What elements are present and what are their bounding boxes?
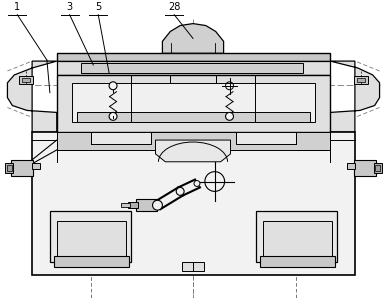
Bar	[57, 53, 330, 61]
Text: 5: 5	[95, 2, 101, 12]
Bar	[77, 112, 310, 122]
Bar	[236, 132, 296, 144]
Bar	[57, 61, 330, 75]
Circle shape	[176, 187, 184, 195]
Bar	[54, 256, 129, 267]
Bar	[32, 163, 40, 169]
Bar	[354, 160, 376, 176]
Bar	[256, 211, 337, 263]
Bar	[5, 163, 14, 173]
Polygon shape	[156, 140, 231, 162]
Bar	[22, 78, 30, 82]
Bar	[128, 202, 138, 208]
Bar	[373, 163, 382, 173]
Bar	[375, 165, 380, 171]
Bar	[136, 199, 158, 211]
Bar	[260, 256, 335, 267]
Circle shape	[152, 200, 163, 210]
Bar	[11, 160, 33, 176]
Bar	[19, 76, 33, 84]
Bar	[263, 221, 332, 256]
Bar	[121, 203, 130, 207]
Circle shape	[194, 181, 200, 187]
Bar	[354, 76, 368, 84]
Bar	[50, 211, 131, 263]
Circle shape	[109, 112, 117, 120]
Circle shape	[226, 112, 233, 120]
Polygon shape	[7, 61, 57, 132]
Bar	[72, 83, 315, 122]
Circle shape	[109, 82, 117, 90]
Bar	[32, 132, 355, 275]
Bar	[57, 221, 126, 256]
Text: 3: 3	[67, 2, 73, 12]
Bar	[7, 165, 12, 171]
Bar	[357, 78, 365, 82]
Bar	[57, 75, 330, 132]
Polygon shape	[330, 61, 380, 132]
Text: 28: 28	[168, 2, 180, 12]
Bar	[182, 263, 204, 271]
Bar	[81, 63, 303, 73]
Bar	[347, 163, 355, 169]
Bar	[57, 132, 330, 150]
Bar	[91, 132, 151, 144]
Text: 1: 1	[14, 2, 21, 12]
Polygon shape	[163, 24, 224, 53]
